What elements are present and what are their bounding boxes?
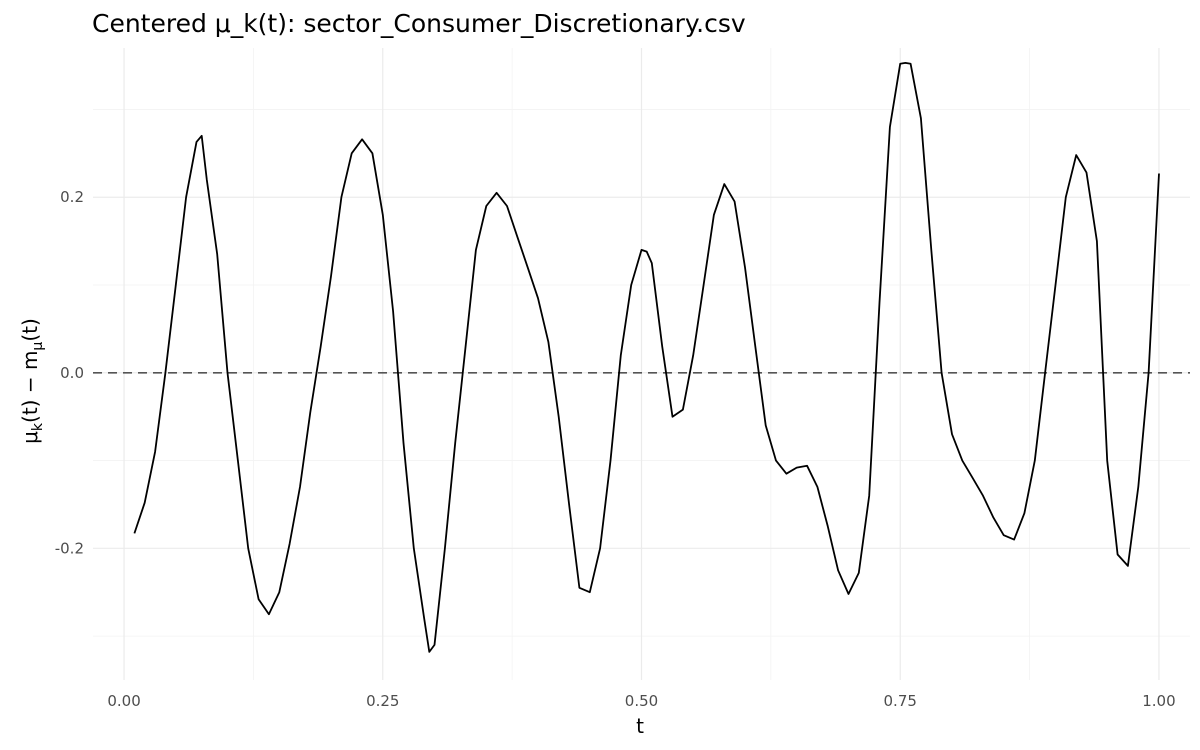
y-label-mu: μ [18,431,42,444]
y-tick-label: -0.2 [55,539,84,557]
y-label-sub-mu: μ [30,342,46,351]
x-tick-label: 0.00 [107,692,140,710]
x-axis-label: t [636,714,644,738]
y-axis-ticks: -0.2 0.0 0.2 [55,188,84,557]
y-axis-label: μk(t) − mμ(t) [18,318,46,444]
y-label-close: (t) [18,318,42,341]
x-tick-label: 0.75 [884,692,917,710]
y-label-middle: (t) − m [18,351,42,423]
x-axis-ticks: 0.00 0.25 0.50 0.75 1.00 [107,692,1175,710]
series-line-0 [133,62,1160,653]
x-tick-label: 0.50 [625,692,658,710]
grid [93,48,1190,680]
x-tick-label: 1.00 [1142,692,1175,710]
y-tick-label: 0.0 [60,364,84,382]
chart-title: Centered μ_k(t): sector_Consumer_Discret… [92,9,746,38]
y-label-sub-k: k [30,422,46,431]
y-tick-label: 0.2 [60,188,84,206]
series-group [133,62,1160,653]
x-tick-label: 0.25 [366,692,399,710]
